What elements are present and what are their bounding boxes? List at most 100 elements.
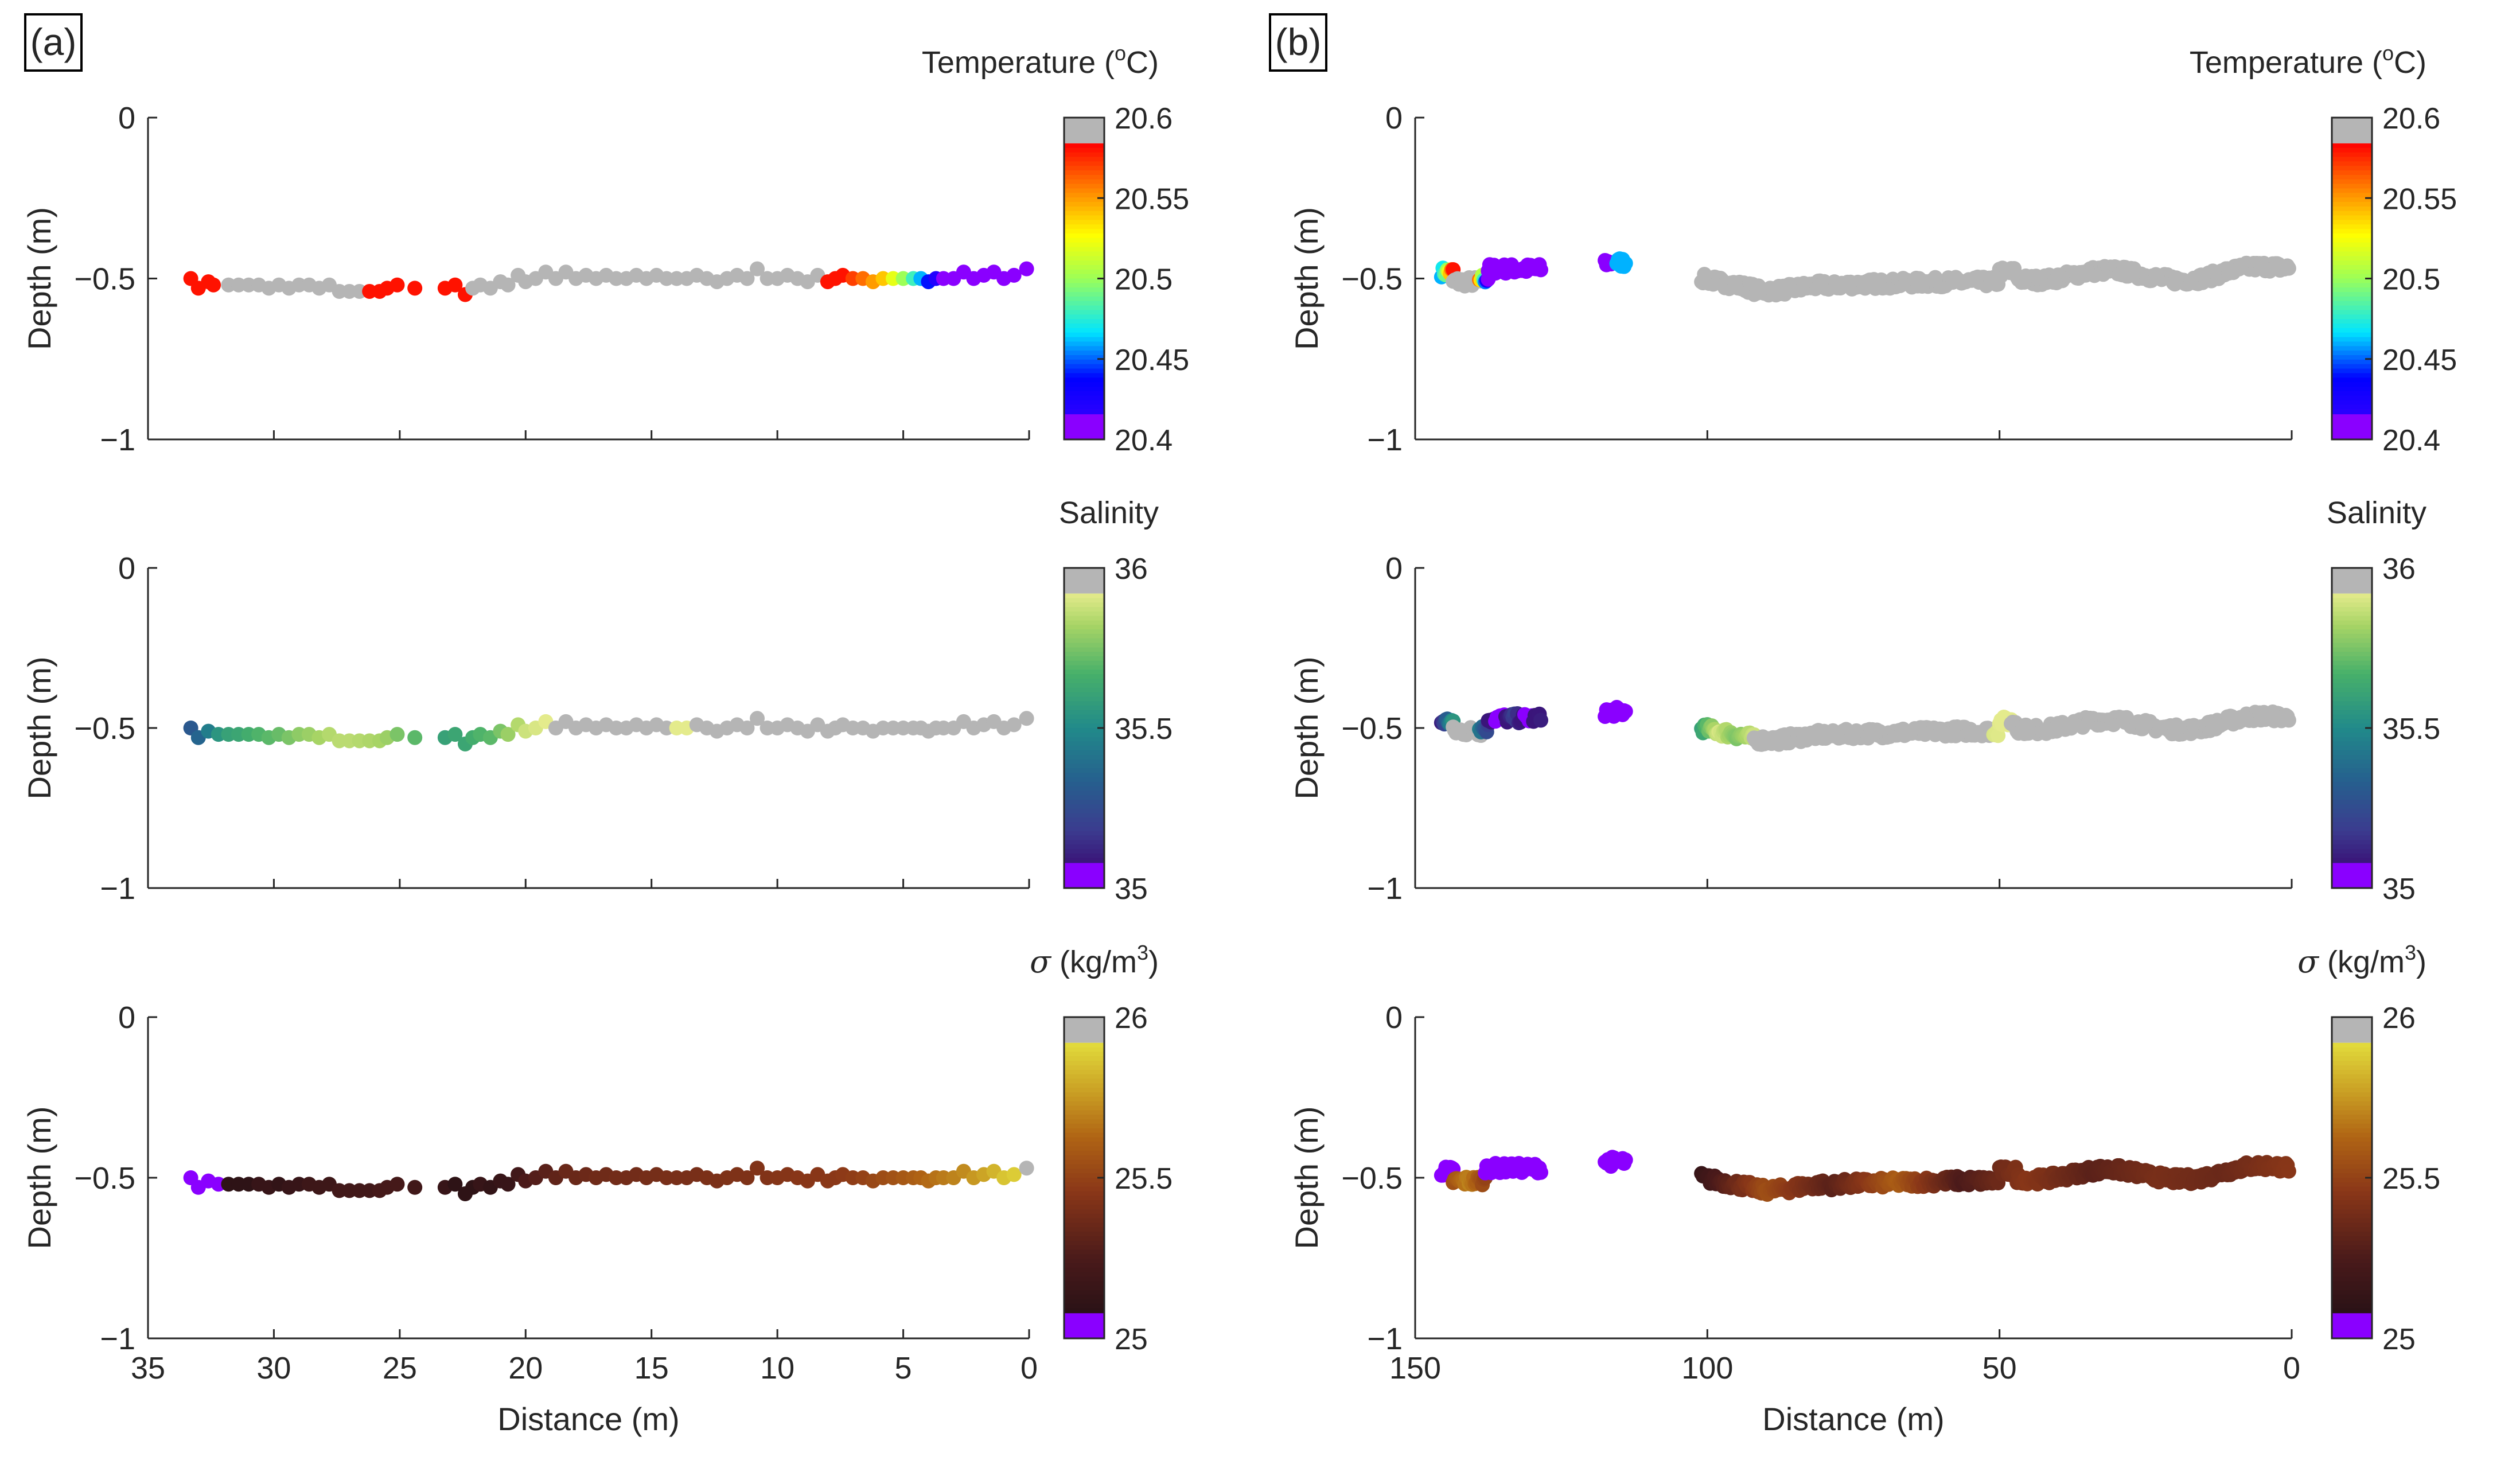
colorbar-segment — [2332, 1074, 2372, 1080]
colorbar-segment — [2332, 269, 2372, 275]
colorbar-segment — [2332, 224, 2372, 230]
colorbar-segment — [2332, 665, 2372, 671]
colorbar-segment — [1064, 386, 1104, 392]
colorbar-segment — [1064, 777, 1104, 782]
y-tick-label: −0.5 — [74, 711, 135, 746]
colorbar-segment — [2332, 1308, 2372, 1314]
colorbar-segment — [1064, 831, 1104, 836]
colorbar-segment — [2332, 283, 2372, 289]
data-point — [750, 1161, 765, 1176]
colorbar-segment — [1064, 166, 1104, 172]
colorbar-segment — [2332, 1142, 2372, 1147]
colorbar-segment — [2332, 1259, 2372, 1264]
colorbar-tick-label: 36 — [2382, 552, 2416, 586]
colorbar-segment — [1064, 206, 1104, 212]
colorbar-segment — [2332, 773, 2372, 778]
colorbar-segment — [2332, 607, 2372, 612]
colorbar-segment — [1064, 197, 1104, 203]
colorbar-segment — [2332, 831, 2372, 836]
colorbar-segment — [2332, 1232, 2372, 1237]
y-axis-label: Depth (m) — [21, 1107, 57, 1249]
colorbar-segment — [2332, 669, 2372, 675]
colorbar-segment — [2332, 391, 2372, 396]
colorbar-segment — [1064, 759, 1104, 765]
panel-label-b-text: (b) — [1275, 21, 1322, 63]
colorbar-segment — [2332, 1299, 2372, 1305]
colorbar-segment — [2332, 364, 2372, 369]
colorbar-segment — [2332, 355, 2372, 360]
colorbar-segment — [1064, 1083, 1104, 1089]
data-point — [1019, 711, 1034, 726]
colorbar-segment — [2332, 692, 2372, 698]
colorbar-segment — [2332, 1150, 2372, 1156]
colorbar-segment — [2332, 848, 2372, 854]
colorbar-segment — [2332, 287, 2372, 293]
colorbar-segment — [1064, 1308, 1104, 1314]
colorbar-segment — [1064, 264, 1104, 270]
colorbar-segment — [1064, 1213, 1104, 1219]
data-point — [500, 277, 516, 293]
colorbar-segment — [2332, 346, 2372, 352]
colorbar-segment — [1064, 602, 1104, 608]
colorbar-segment — [2332, 1047, 2372, 1053]
data-point — [739, 1170, 755, 1185]
colorbar-segment — [1064, 314, 1104, 320]
data-point — [1618, 703, 1633, 719]
colorbar-tick-label: 35 — [2382, 873, 2416, 906]
colorbar-segment — [1064, 1061, 1104, 1066]
colorbar-segment — [2332, 723, 2372, 729]
colorbar-title: Salinity — [1059, 496, 1159, 530]
y-axis-label: Depth (m) — [21, 657, 57, 800]
colorbar-under-swatch — [2332, 1313, 2372, 1338]
colorbar-segment — [2332, 728, 2372, 733]
colorbar-segment — [1064, 193, 1104, 198]
colorbar-segment — [1064, 161, 1104, 167]
x-tick-label: 150 — [1389, 1351, 1441, 1385]
colorbar-segment — [2332, 799, 2372, 805]
data-point — [407, 281, 423, 296]
colorbar-segment — [1064, 184, 1104, 189]
colorbar-segment — [1064, 305, 1104, 311]
colorbar-over-swatch — [2332, 1017, 2372, 1043]
colorbar-segment — [2332, 1186, 2372, 1192]
colorbar-segment — [2332, 161, 2372, 167]
colorbar-segment — [1064, 1065, 1104, 1070]
colorbar-segment — [2332, 1115, 2372, 1120]
colorbar-segment — [1064, 1115, 1104, 1120]
colorbar-tick-label: 20.55 — [2382, 182, 2457, 216]
colorbar-segment — [1064, 292, 1104, 297]
colorbar-segment — [2332, 1105, 2372, 1111]
colorbar-segment — [2332, 1227, 2372, 1233]
colorbar-segment — [1064, 719, 1104, 725]
colorbar-segment — [2332, 1200, 2372, 1206]
colorbar-segment — [1064, 1236, 1104, 1241]
colorbar-segment — [2332, 1101, 2372, 1107]
colorbar-segment — [1064, 174, 1104, 180]
colorbar-segment — [2332, 1137, 2372, 1143]
colorbar-segment — [2332, 1092, 2372, 1097]
colorbar-segment — [2332, 1173, 2372, 1178]
data-point — [390, 277, 405, 293]
colorbar-under-swatch — [2332, 862, 2372, 888]
colorbar-segment — [1064, 1074, 1104, 1080]
colorbar-segment — [1064, 1042, 1104, 1048]
colorbar-segment — [1064, 633, 1104, 639]
colorbar-tick-label: 20.6 — [2382, 102, 2440, 135]
data-point — [1006, 267, 1022, 283]
colorbar-segment — [2332, 152, 2372, 158]
colorbar-segment — [1064, 723, 1104, 729]
colorbar-over-swatch — [2332, 568, 2372, 594]
colorbar-segment — [2332, 822, 2372, 827]
panel-label-a-text: (a) — [30, 21, 77, 63]
data-point — [739, 271, 755, 286]
colorbar-tick-label: 36 — [1115, 552, 1148, 586]
colorbar-segment — [1064, 224, 1104, 230]
colorbar-segment — [2332, 764, 2372, 769]
colorbar-segment — [1064, 625, 1104, 630]
colorbar-segment — [1064, 1200, 1104, 1206]
colorbar-under-swatch — [1064, 414, 1104, 439]
colorbar-segment — [1064, 647, 1104, 653]
colorbar-segment — [2332, 242, 2372, 248]
colorbar-segment — [2332, 229, 2372, 234]
